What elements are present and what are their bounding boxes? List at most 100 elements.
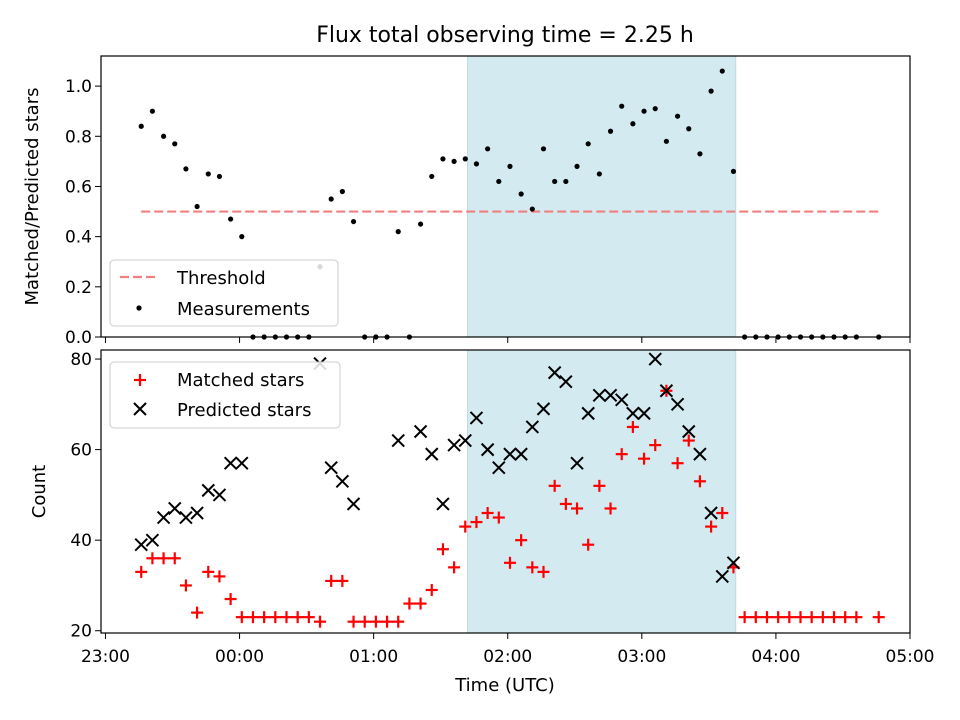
matched-star-point <box>157 552 170 565</box>
count-y-tick-label: 40 <box>70 531 92 551</box>
measurement-point <box>473 161 480 167</box>
predicted-star-point <box>715 569 729 584</box>
predicted-stars-points <box>134 352 741 584</box>
predicted-star-point <box>682 424 696 439</box>
measurements-legend-swatch <box>136 305 142 311</box>
matched-star-point <box>828 611 841 624</box>
predicted-star-point <box>480 442 495 457</box>
matched-star-point <box>626 420 639 433</box>
predicted-star-point <box>201 483 215 498</box>
matched-star-point <box>783 611 796 624</box>
observing-window-span-top <box>467 55 737 338</box>
matched-star-point <box>850 611 863 624</box>
matched-star-point <box>314 615 327 628</box>
predicted-star-point <box>156 510 171 525</box>
predicted-star-point <box>134 537 148 552</box>
predicted-star-point <box>458 433 472 448</box>
measurement-point <box>194 203 200 210</box>
measurement-point <box>138 123 144 129</box>
x-tick-label: 04:00 <box>751 647 800 667</box>
matched-star-point <box>347 615 360 628</box>
matched-star-point <box>246 611 259 624</box>
matched-star-point <box>593 479 606 492</box>
matched-star-point <box>671 457 684 470</box>
predicted-star-point <box>190 506 204 520</box>
count-panel: 20 40 60 80 23:00 00:00 01:00 02:00 03:00 04:00 0… <box>29 349 935 696</box>
matched-star-point <box>638 452 651 465</box>
predicted-star-point <box>223 456 238 470</box>
measurement-point <box>160 133 167 139</box>
matched-star-point <box>559 497 572 510</box>
matched-star-point <box>459 520 472 533</box>
measurement-point <box>507 163 513 169</box>
matched-star-point <box>369 615 382 628</box>
matched-star-point <box>515 534 528 547</box>
predicted-star-point <box>391 433 405 448</box>
measurement-point <box>619 103 625 109</box>
measurement-point <box>596 171 602 177</box>
matched-star-point <box>872 611 885 624</box>
ratio-panel: 0.0 0.2 0.4 0.6 0.8 1.0 Matched/Predicted sta… <box>22 55 911 348</box>
predicted-star-point <box>603 388 618 402</box>
matched-star-point <box>749 611 762 624</box>
count-y-tick-label: 80 <box>70 350 92 370</box>
matched-star-point <box>414 597 427 610</box>
x-tick-label: 23:00 <box>81 647 130 667</box>
matched-star-point <box>571 502 584 515</box>
matched-star-point <box>224 593 237 606</box>
matched-star-point <box>392 615 405 628</box>
predicted-stars-legend-label: Predicted stars <box>177 400 311 421</box>
chart-title: Flux total observing time = 2.25 h <box>316 23 694 48</box>
predicted-star-point <box>168 501 182 516</box>
matched-star-point <box>202 565 215 578</box>
predicted-star-point <box>570 456 584 470</box>
matched-star-point <box>682 434 695 447</box>
measurement-point <box>417 221 424 227</box>
measurement-point <box>641 108 647 114</box>
predicted-star-point <box>637 406 651 421</box>
measurement-point <box>674 113 681 119</box>
matched-star-point <box>436 543 449 556</box>
predicted-star-point <box>547 365 562 380</box>
matched-star-point <box>381 615 394 628</box>
measurement-point <box>697 151 703 157</box>
matched-star-point <box>269 611 282 624</box>
x-tick-label: 03:00 <box>617 647 666 667</box>
measurement-point <box>451 158 457 164</box>
predicted-star-point <box>648 352 662 366</box>
measurement-point <box>228 216 234 222</box>
measurement-point <box>429 173 435 180</box>
measurement-point <box>485 146 491 152</box>
predicted-star-point <box>235 456 249 470</box>
x-tick-label: 00:00 <box>215 647 264 667</box>
ratio-y-tick-label: 0.0 <box>65 328 92 348</box>
predicted-star-point <box>670 397 685 412</box>
predicted-star-point <box>592 388 607 402</box>
matched-star-point <box>168 552 181 565</box>
x-tick-label: 02:00 <box>483 647 532 667</box>
count-y-ticks: 20 40 60 80 <box>70 350 101 642</box>
predicted-star-point <box>212 488 227 502</box>
predicted-star-point <box>469 411 484 425</box>
ratio-x-ticks <box>104 337 911 343</box>
measurements-legend-label: Measurements <box>177 299 310 320</box>
measurement-point <box>149 108 156 114</box>
matched-star-point <box>291 611 304 624</box>
predicted-star-point <box>726 556 741 570</box>
measurement-point <box>216 173 223 180</box>
count-axes-frame <box>100 349 911 634</box>
matched-star-point <box>302 611 315 624</box>
measurement-point <box>205 171 211 177</box>
matched-star-point <box>470 516 483 529</box>
measurement-point <box>395 229 401 235</box>
matched-star-point <box>481 507 494 520</box>
predicted-star-point <box>581 406 595 421</box>
measurement-point <box>172 141 178 147</box>
matched-star-point <box>615 448 628 461</box>
matched-star-point <box>503 556 516 569</box>
ratio-y-tick-label: 0.4 <box>65 228 92 248</box>
x-tick-label: 05:00 <box>886 647 935 667</box>
matched-star-point <box>816 611 829 624</box>
matched-star-point <box>604 502 617 515</box>
